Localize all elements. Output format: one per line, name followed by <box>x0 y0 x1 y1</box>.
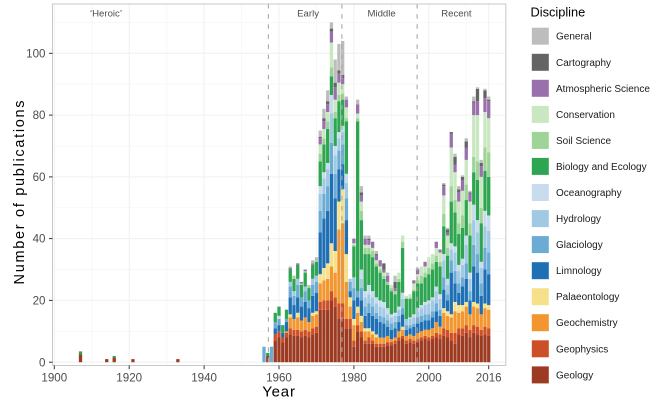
svg-text:80: 80 <box>33 109 46 122</box>
svg-text:Hydrology: Hydrology <box>556 214 601 225</box>
svg-text:General: General <box>556 32 592 43</box>
svg-text:Conservation: Conservation <box>556 110 615 121</box>
svg-text:2000: 2000 <box>416 372 442 385</box>
svg-text:Geophysics: Geophysics <box>556 344 608 355</box>
svg-text:Geology: Geology <box>556 370 593 381</box>
svg-text:Year: Year <box>262 384 296 401</box>
svg-text:‘Heroic’: ‘Heroic’ <box>90 9 122 20</box>
svg-text:Atmospheric Science: Atmospheric Science <box>556 84 650 95</box>
svg-text:Early: Early <box>297 9 319 20</box>
svg-text:Middle: Middle <box>367 9 395 20</box>
svg-text:Recent: Recent <box>441 9 472 20</box>
svg-text:100: 100 <box>26 47 45 60</box>
svg-text:1920: 1920 <box>116 372 142 385</box>
svg-text:Cartography: Cartography <box>556 58 611 69</box>
svg-text:Palaeontology: Palaeontology <box>556 292 619 303</box>
svg-text:1960: 1960 <box>266 372 292 385</box>
svg-text:1980: 1980 <box>341 372 367 385</box>
svg-text:Limnology: Limnology <box>556 266 602 277</box>
svg-text:1940: 1940 <box>191 372 217 385</box>
svg-text:20: 20 <box>33 295 46 308</box>
svg-text:60: 60 <box>33 171 46 184</box>
svg-text:0: 0 <box>39 356 45 369</box>
svg-text:Discipline: Discipline <box>531 5 586 20</box>
svg-text:Glaciology: Glaciology <box>556 240 603 251</box>
svg-text:Oceanography: Oceanography <box>556 188 622 199</box>
svg-text:40: 40 <box>33 233 46 246</box>
svg-text:Geochemistry: Geochemistry <box>556 318 618 329</box>
svg-text:2016: 2016 <box>476 372 502 385</box>
svg-text:Number of publications: Number of publications <box>12 99 28 285</box>
svg-text:1900: 1900 <box>41 372 67 385</box>
svg-text:Soil Science: Soil Science <box>556 136 611 147</box>
svg-text:Biology and Ecology: Biology and Ecology <box>556 162 647 173</box>
